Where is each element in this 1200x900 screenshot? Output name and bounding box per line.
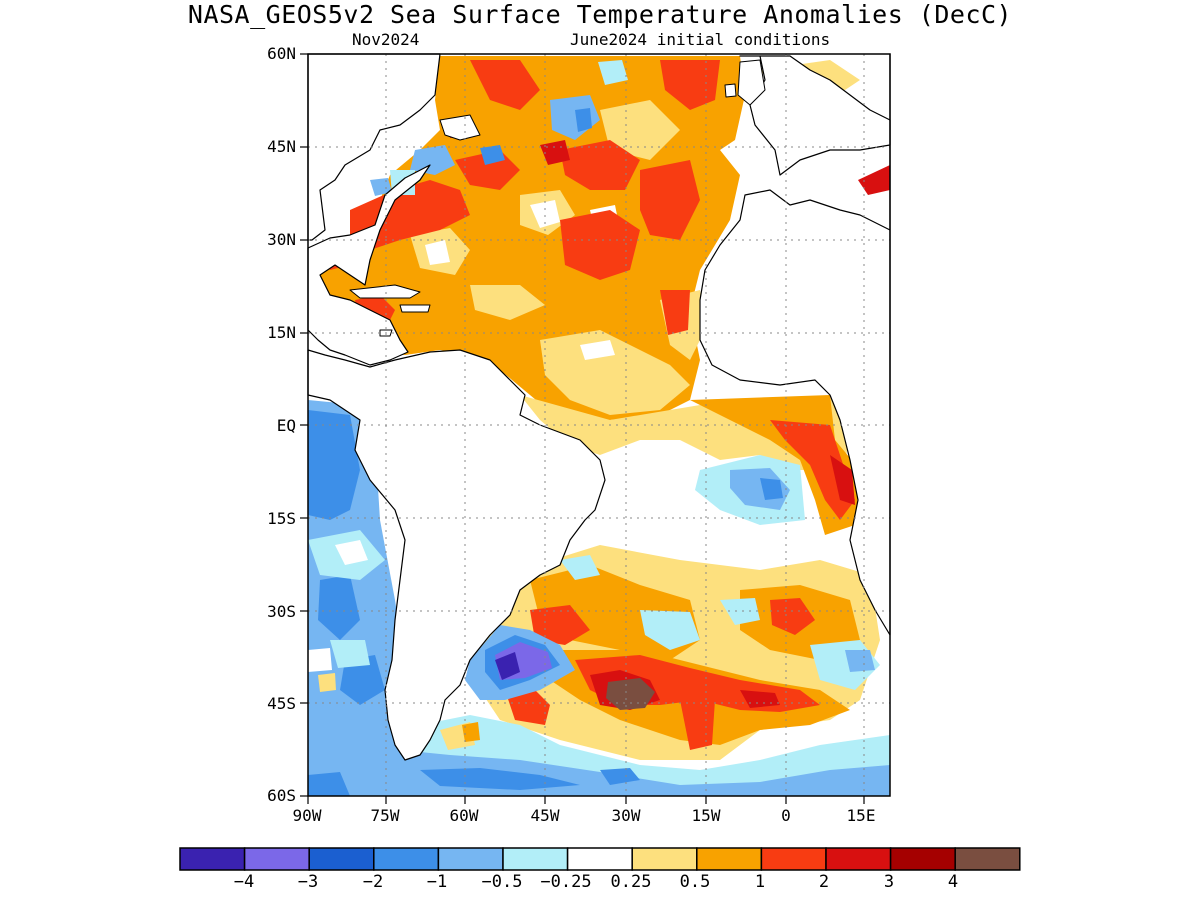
colorbar-label: −2 <box>362 872 384 892</box>
lat-label-60s: 60S <box>267 786 296 805</box>
colorbar-label: 2 <box>818 872 830 892</box>
lat-label-45n: 45N <box>267 137 296 156</box>
colorbar-label: −3 <box>297 872 319 892</box>
colorbar-swatch <box>954 847 1021 871</box>
colorbar-swatch <box>243 847 310 871</box>
colorbar <box>179 847 1021 871</box>
lon-label-75w: 75W <box>370 806 400 825</box>
lat-label-30n: 30N <box>267 230 296 249</box>
colorbar-label: −0.25 <box>540 872 592 892</box>
axis-ticks <box>300 53 865 804</box>
colorbar-label: 3 <box>883 872 895 892</box>
graticule <box>308 54 890 796</box>
colorbar-label: 0.25 <box>610 872 652 892</box>
lon-label-45w: 45W <box>530 806 560 825</box>
forecast-month-label: Nov2024 <box>352 30 420 49</box>
lon-label-60w: 60W <box>449 806 479 825</box>
colorbar-swatch <box>437 847 504 871</box>
lon-label-15e: 15E <box>846 806 876 825</box>
lon-label-15w: 15W <box>691 806 721 825</box>
south-america-land <box>307 349 606 761</box>
colorbar-swatch <box>566 847 633 871</box>
colorbar-swatch <box>179 847 246 871</box>
lat-label-15s: 15S <box>267 509 296 528</box>
lon-label-30w: 30W <box>611 806 641 825</box>
colorbar-label: −4 <box>233 872 255 892</box>
colorbar-label: −1 <box>426 872 448 892</box>
lat-label-eq: EQ <box>276 416 296 435</box>
colorbar-label: 1 <box>754 872 766 892</box>
colorbar-swatch <box>631 847 698 871</box>
colorbar-swatch <box>889 847 956 871</box>
lat-label-15n: 15N <box>267 323 296 342</box>
colorbar-swatch <box>308 847 375 871</box>
colorbar-label: −0.5 <box>481 872 523 892</box>
plot-title: NASA_GEOS5v2 Sea Surface Temperature Ano… <box>187 0 1013 29</box>
lon-label-90w: 90W <box>292 806 322 825</box>
colorbar-swatch <box>760 847 827 871</box>
lon-label-0: 0 <box>781 806 791 825</box>
initial-conditions-label: June2024 initial conditions <box>570 30 831 49</box>
africa-land <box>699 53 891 636</box>
colorbar-swatch <box>373 847 440 871</box>
colorbar-label: 0.5 <box>679 872 711 892</box>
colorbar-swatch <box>825 847 892 871</box>
colorbar-swatch <box>502 847 569 871</box>
colorbar-label: 4 <box>947 872 959 892</box>
colorbar-swatch <box>696 847 763 871</box>
lat-label-45s: 45S <box>267 694 296 713</box>
lat-label-60n: 60N <box>267 44 296 63</box>
land-masks <box>307 53 891 761</box>
north-america-land <box>307 53 441 366</box>
lat-label-30s: 30S <box>267 602 296 621</box>
